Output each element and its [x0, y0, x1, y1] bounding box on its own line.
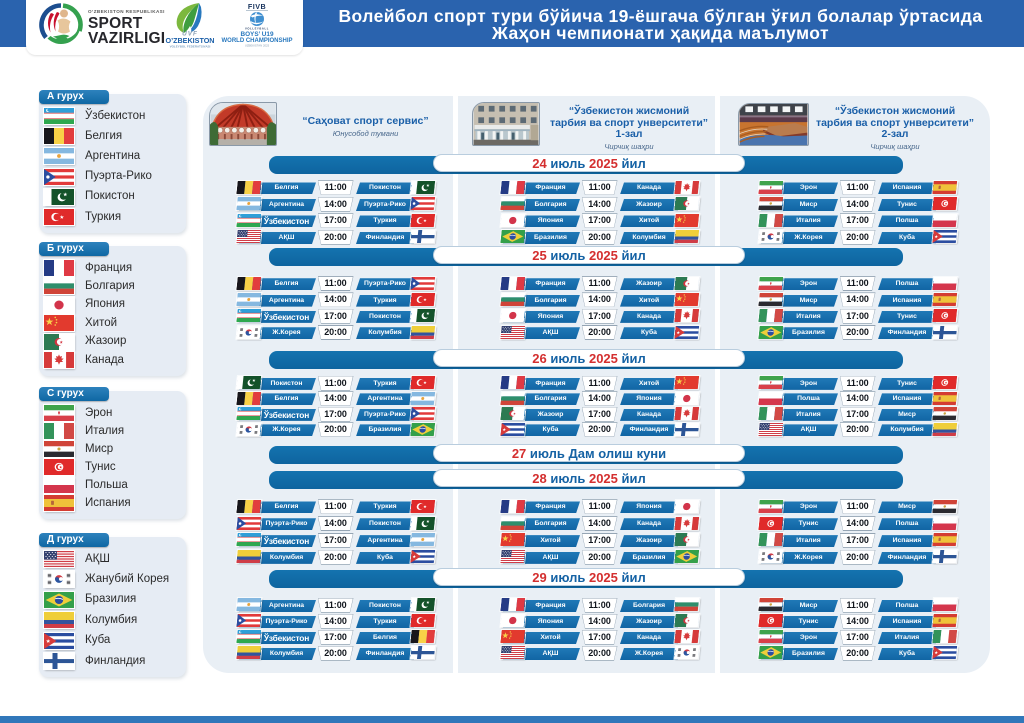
svg-text:UVF: UVF: [182, 31, 198, 38]
svg-text:BOYS’ U19: BOYS’ U19: [240, 31, 273, 38]
svg-text:VOLEYBOL FEDERATSIYASI: VOLEYBOL FEDERATSIYASI: [170, 45, 211, 49]
svg-text:VOLLEYBALL: VOLLEYBALL: [245, 27, 269, 31]
svg-text:WORLD CHAMPIONSHIP: WORLD CHAMPIONSHIP: [222, 38, 293, 44]
svg-text:O’ZBEKISTON: O’ZBEKISTON: [166, 36, 215, 45]
svg-text:UZBEKISTAN 2025: UZBEKISTAN 2025: [245, 44, 270, 48]
svg-text:FIVB: FIVB: [248, 2, 266, 11]
